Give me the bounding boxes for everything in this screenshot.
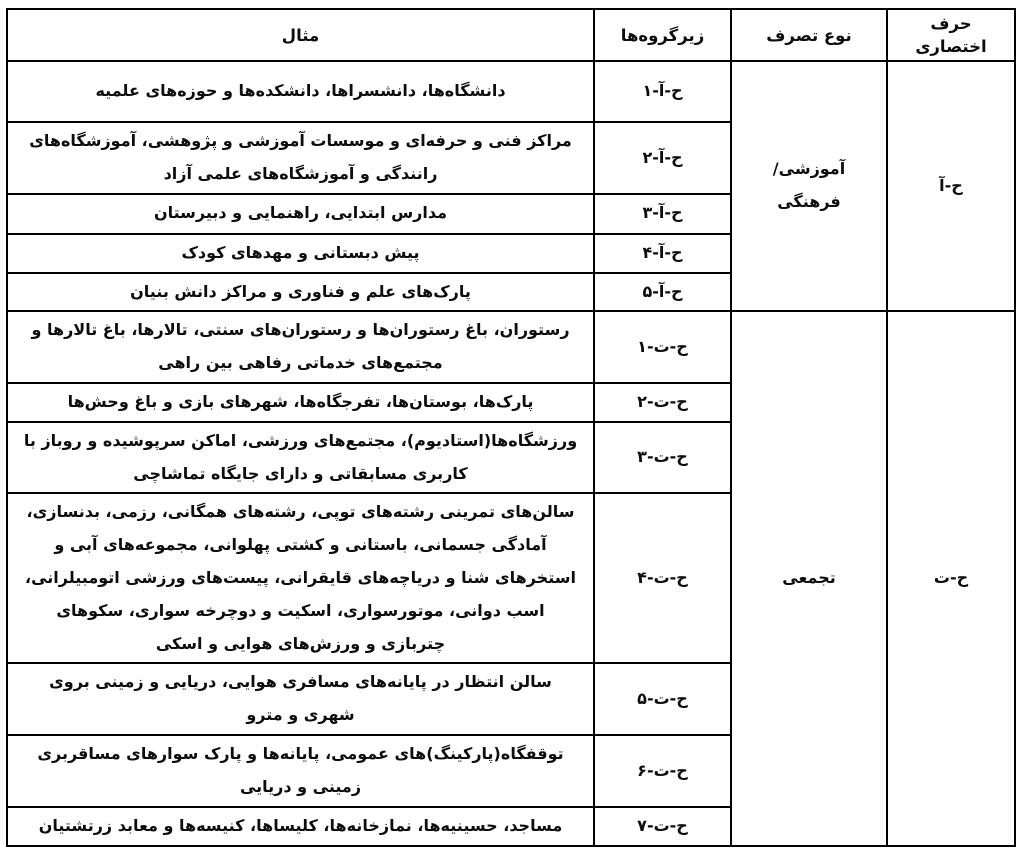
subgroup-code: ح-ت-۵ [593, 662, 732, 736]
subgroup-example: ورزشگاه‌ها(استادیوم)، مجتمع‌های ورزشی، ا… [6, 420, 595, 495]
subgroup-code: ح-آ-۲ [593, 121, 732, 195]
table-header-row: حرف اختصاری نوع تصرف زیرگروه‌ها مثال [6, 7, 1016, 63]
header-example: مثال [6, 7, 595, 63]
header-subgroups: زیرگروه‌ها [593, 7, 732, 63]
table-row: ح-ت تجمعی ح-ت-۱ رستوران، باغ رستوران‌ها … [6, 310, 1016, 847]
table-row: ح-آ-۲ مراکز فنی و حرفه‌ای و موسسات آموزش… [6, 121, 1015, 195]
group-occupancy-type: آموزشی/فرهنگی [730, 60, 888, 313]
table-row: ح-ت-۴ سالن‌های تمرینی رشته‌های توپی، رشت… [6, 492, 1015, 665]
subgroup-example: مراکز فنی و حرفه‌ای و موسسات آموزشی و پژ… [6, 121, 595, 195]
group-abbreviation: ح-آ [886, 60, 1016, 313]
subgroup-code: ح-ت-۳ [593, 420, 732, 495]
subgroup-code: ح-آ-۵ [593, 271, 732, 313]
group-abbreviation: ح-ت [886, 310, 1016, 847]
subgroup-example: سالن انتظار در پایانه‌های مسافری هوایی، … [6, 662, 595, 736]
document-page: حرف اختصاری نوع تصرف زیرگروه‌ها مثال ح-آ… [6, 7, 1016, 847]
header-occupancy-type: نوع تصرف [730, 7, 888, 63]
table-row: ح-ت-۵ سالن انتظار در پایانه‌های مسافری ه… [6, 662, 1015, 736]
subgroup-example: سالن‌های تمرینی رشته‌های توپی، رشته‌های … [6, 492, 595, 665]
header-abbreviation: حرف اختصاری [886, 7, 1016, 63]
subgroup-example: دانشگاه‌ها، دانشسراها، دانشکده‌ها و حوزه… [6, 60, 595, 124]
table-row: ح-آ آموزشی/فرهنگی ح-آ-۱ دانشگاه‌ها، دانش… [6, 60, 1016, 313]
subgroup-code: ح-ت-۶ [593, 733, 732, 808]
subgroup-example: مساجد، حسینیه‌ها، نمازخانه‌ها، کلیساها، … [6, 805, 595, 847]
table-row: ح-آ-۳ مدارس ابتدایی، راهنمایی و دبیرستان [6, 192, 1015, 235]
subgroup-code: ح-ت-۴ [593, 492, 732, 665]
subgroup-example: توقفگاه(پارکینگ)های عمومی، پایانه‌ها و پ… [6, 733, 595, 808]
subgroup-code: ح-آ-۳ [593, 192, 732, 235]
table-row: ح-آ-۴ پیش دبستانی و مهدهای کودک [6, 232, 1015, 274]
subgroup-example: مدارس ابتدایی، راهنمایی و دبیرستان [6, 192, 595, 235]
table-row: ح-ت-۲ پارک‌ها، بوستان‌ها، تفرجگاه‌ها، شه… [6, 381, 1015, 423]
subgroup-code: ح-آ-۴ [593, 232, 732, 274]
subgroup-code: ح-ت-۷ [593, 805, 732, 847]
subgroup-example: پارک‌های علم و فناوری و مراکز دانش بنیان [6, 271, 595, 313]
table-row: ح-ت-۳ ورزشگاه‌ها(استادیوم)، مجتمع‌های ور… [6, 420, 1015, 495]
subgroup-example: پارک‌ها، بوستان‌ها، تفرجگاه‌ها، شهرهای ب… [6, 381, 595, 423]
group-occupancy-type: تجمعی [730, 310, 888, 847]
subgroup-example: پیش دبستانی و مهدهای کودک [6, 232, 595, 274]
subgroup-code: ح-ت-۲ [593, 381, 732, 423]
subgroup-code: ح-آ-۱ [593, 60, 732, 124]
table-row: ح-آ-۵ پارک‌های علم و فناوری و مراکز دانش… [6, 271, 1015, 313]
subgroup-example: رستوران، باغ رستوران‌ها و رستوران‌های سن… [6, 310, 595, 384]
subgroup-code: ح-ت-۱ [593, 310, 732, 384]
